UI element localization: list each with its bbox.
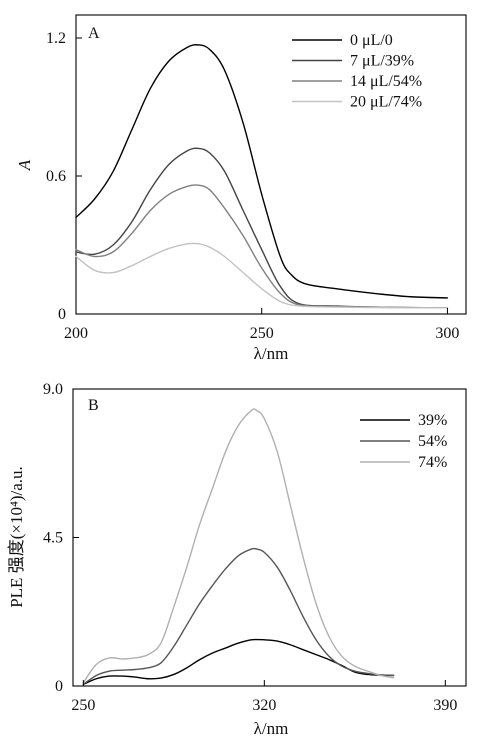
chart-a-x-tick-label: 250 [250, 325, 274, 342]
chart-b-x-tick-label: 390 [433, 697, 457, 714]
chart-b-plot-frame [72, 388, 467, 687]
chart-a-y-tick-label: 0.6 [46, 168, 66, 185]
chart-a-y-axis-label: A [15, 159, 34, 171]
chart-a-plot-frame [75, 14, 467, 315]
chart-a-series-line-1 [75, 44, 449, 299]
chart-a-legend-label-4: 20 μL/74% [350, 94, 422, 111]
chart-b-x-tick-label: 250 [71, 697, 95, 714]
chart-a-x-tick-label: 300 [435, 325, 459, 342]
chart-b-series-line-3 [82, 408, 395, 684]
chart-b-legend-label-3: 74% [418, 454, 447, 471]
chart-b-legend-label-2: 54% [418, 433, 447, 450]
chart-b: B 250 320 390 0 4.5 9.0 39% 54% 74% PLE 强度(×10⁴… [7, 381, 467, 738]
chart-b-y-tick-label: 4.5 [43, 530, 63, 547]
chart-a: A 200 250 300 0 0.6 1.2 0 μL/0 7 μL/39% 14 μL/5… [15, 14, 467, 363]
chart-a-x-tick-label: 200 [64, 325, 88, 342]
chart-a-panel-label: A [88, 25, 100, 42]
chart-a-legend-label-3: 14 μL/54% [350, 73, 422, 90]
chart-a-series-line-4 [75, 242, 449, 309]
chart-a-y-tick-label: 0 [58, 306, 66, 323]
chart-a-legend-label-2: 7 μL/39% [350, 53, 414, 70]
chart-a-series-line-2 [75, 147, 449, 309]
chart-a-x-axis-label: λ/nm [254, 344, 289, 363]
chart-b-x-tick-label: 320 [252, 697, 276, 714]
chart-b-series-line-2 [82, 547, 395, 686]
chart-b-legend-label-1: 39% [418, 412, 447, 429]
chart-b-y-tick-label: 9.0 [43, 381, 63, 398]
chart-b-x-axis-label: λ/nm [254, 719, 289, 738]
chart-b-y-tick-label: 0 [55, 678, 63, 695]
chart-b-y-axis-label: PLE 强度(×10⁴)/a.u. [7, 466, 26, 608]
chart-a-y-tick-label: 1.2 [46, 30, 66, 47]
chart-b-panel-label: B [88, 397, 99, 414]
chart-a-legend-label-1: 0 μL/0 [350, 32, 393, 49]
